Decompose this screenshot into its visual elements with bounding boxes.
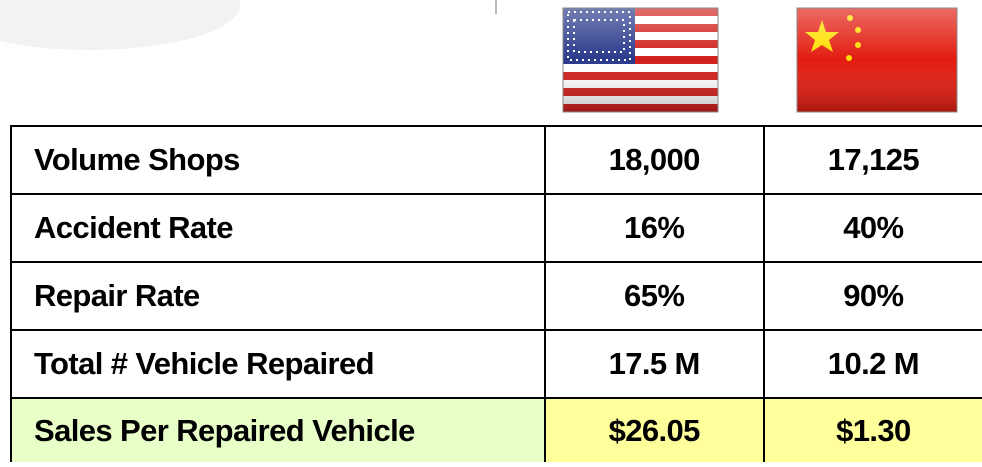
row-label: Volume Shops bbox=[10, 125, 546, 195]
flags bbox=[562, 7, 958, 113]
china-flag bbox=[796, 7, 958, 113]
cell-value: $26.05 bbox=[543, 397, 765, 462]
cell-value: $1.30 bbox=[762, 397, 982, 462]
row-label: Total # Vehicle Repaired bbox=[10, 329, 546, 399]
cell-value: 65% bbox=[543, 261, 765, 331]
cell-value: 90% bbox=[762, 261, 982, 331]
table-row: Sales Per Repaired Vehicle $26.05 $1.30 bbox=[10, 397, 982, 462]
table-row: Total # Vehicle Repaired 17.5 M 10.2 M bbox=[10, 329, 982, 399]
cell-value: 17,125 bbox=[762, 125, 982, 195]
cell-value: 16% bbox=[543, 193, 765, 263]
us-flag bbox=[562, 7, 719, 113]
decoration bbox=[0, 0, 497, 50]
cell-value: 40% bbox=[762, 193, 982, 263]
table-row: Accident Rate 16% 40% bbox=[10, 193, 982, 263]
row-label: Accident Rate bbox=[10, 193, 546, 263]
row-label: Repair Rate bbox=[10, 261, 546, 331]
table-row: Repair Rate 65% 90% bbox=[10, 261, 982, 331]
cell-value: 18,000 bbox=[543, 125, 765, 195]
row-label: Sales Per Repaired Vehicle bbox=[10, 397, 546, 462]
background-shape bbox=[0, 0, 240, 50]
cell-value: 10.2 M bbox=[762, 329, 982, 399]
comparison-table: Volume Shops 18,000 17,125 Accident Rate 16%… bbox=[10, 125, 982, 462]
table-row: Volume Shops 18,000 17,125 bbox=[10, 125, 982, 195]
cell-value: 17.5 M bbox=[543, 329, 765, 399]
